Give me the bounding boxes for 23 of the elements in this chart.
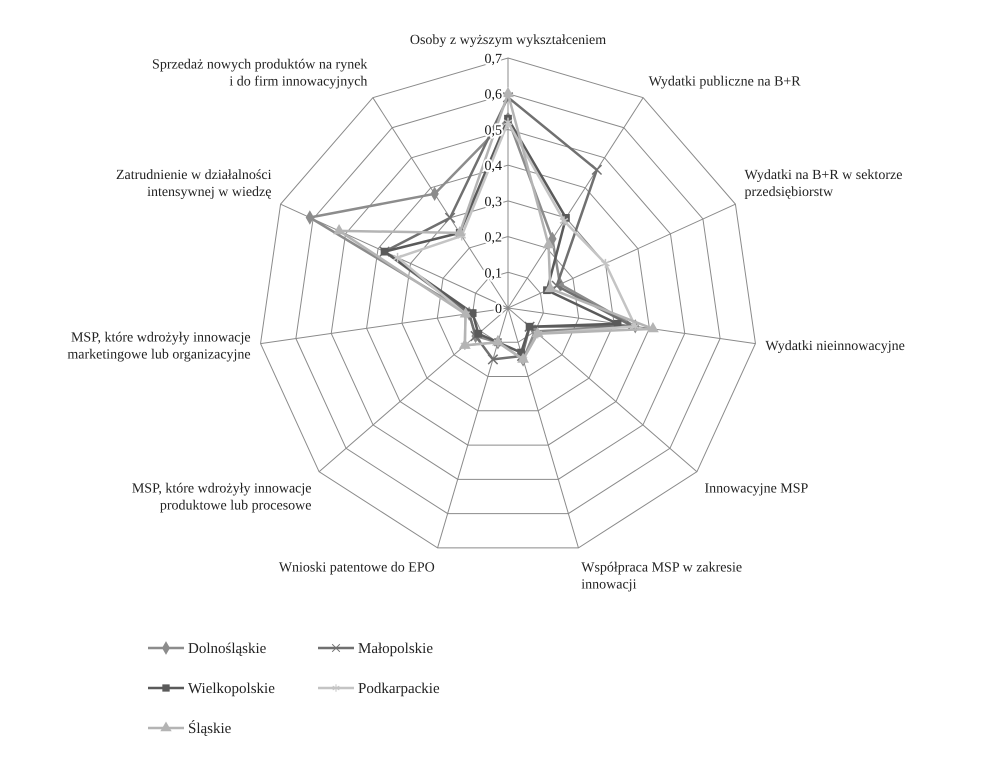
spoke-label: Zatrudnienie w działalności intensywnej w wiedzę	[116, 168, 272, 200]
spoke-label: Innowacyjne MSP	[704, 481, 809, 496]
spoke-label: MSP, które wdrożyły innowacje produktowe lub procesowe	[132, 481, 312, 514]
spoke-label: Współpraca MSP w zakresie innowacji	[581, 560, 742, 592]
spoke-label: Wydatki na B+R w sektorze przedsiębiorstw	[744, 168, 902, 200]
y-tick-label: 0,3	[484, 194, 502, 210]
y-tick-label: 0,1	[484, 266, 502, 282]
legend-label: Wielkopolskie	[188, 681, 276, 697]
spoke-label: Wydatki publiczne na B+R	[648, 74, 802, 90]
spoke-label: MSP, które wdrożyły innowacje marketingowe lub organizacyjne	[67, 330, 251, 362]
legend-label: Dolnośląskie	[188, 641, 267, 657]
y-tick-label: 0,2	[484, 230, 502, 246]
y-tick-label: 0	[495, 302, 502, 317]
spoke-label: Wnioski patentowe do EPO	[278, 560, 435, 576]
legend-label: Śląskie	[188, 720, 232, 737]
legend-label: Podkarpackie	[358, 681, 440, 697]
y-tick-label: 0,5	[484, 123, 502, 138]
legend-label: Małopolskie	[358, 641, 434, 657]
y-tick-label: 0,6	[484, 88, 502, 103]
spoke-label: Wydatki nieinnowacyjne	[765, 339, 905, 354]
spoke-label: Osoby z wyższym wykształceniem	[410, 33, 606, 48]
spoke-label: Sprzedaż nowych produktów na rynek i do firm innowacyjnych	[152, 57, 368, 90]
y-tick-label: 0,7	[484, 52, 502, 67]
